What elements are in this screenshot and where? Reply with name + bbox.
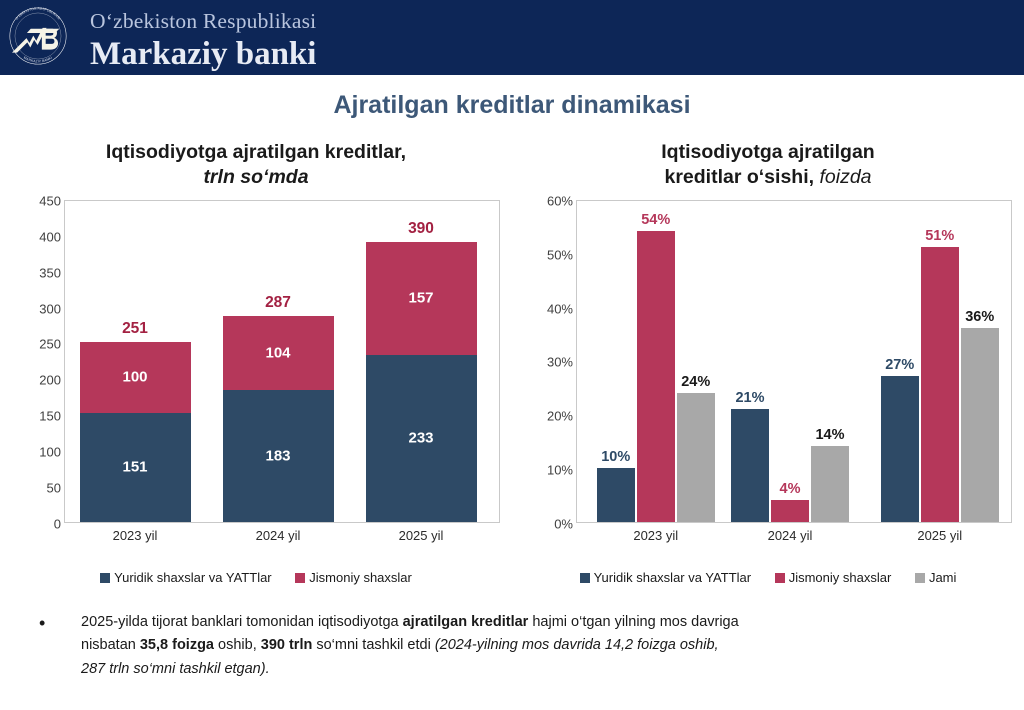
svg-text:O‘ZBEKISTON RESPUBLIKASI: O‘ZBEKISTON RESPUBLIKASI [15, 7, 62, 21]
